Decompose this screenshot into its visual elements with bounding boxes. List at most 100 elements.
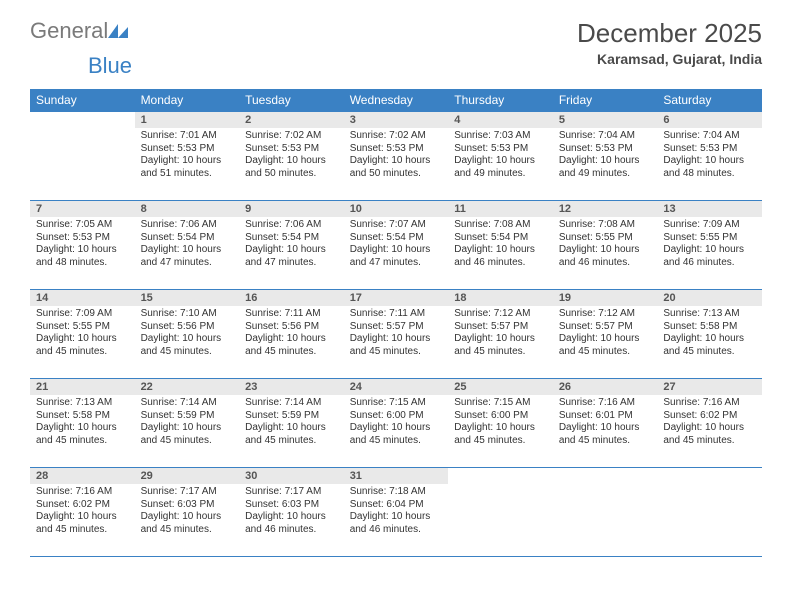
- day-line: Sunrise: 7:06 AM: [245, 219, 338, 232]
- day-number: 20: [657, 290, 762, 306]
- calendar-cell: 5Sunrise: 7:04 AMSunset: 5:53 PMDaylight…: [553, 112, 658, 201]
- day-text: Sunrise: 7:01 AMSunset: 5:53 PMDaylight:…: [135, 128, 240, 182]
- day-line: Daylight: 10 hours: [663, 155, 756, 168]
- day-line: Sunrise: 7:13 AM: [36, 397, 129, 410]
- day-line: and 47 minutes.: [245, 257, 338, 270]
- calendar-cell: 28Sunrise: 7:16 AMSunset: 6:02 PMDayligh…: [30, 468, 135, 557]
- day-line: Sunrise: 7:16 AM: [36, 486, 129, 499]
- day-number: 30: [239, 468, 344, 484]
- day-line: and 48 minutes.: [663, 168, 756, 181]
- day-line: and 46 minutes.: [454, 257, 547, 270]
- day-line: Sunset: 6:00 PM: [350, 410, 443, 423]
- day-line: Daylight: 10 hours: [454, 333, 547, 346]
- day-line: Sunset: 5:53 PM: [350, 143, 443, 156]
- day-text: Sunrise: 7:14 AMSunset: 5:59 PMDaylight:…: [135, 395, 240, 449]
- day-line: Daylight: 10 hours: [663, 422, 756, 435]
- day-line: and 45 minutes.: [245, 435, 338, 448]
- day-line: Sunset: 6:00 PM: [454, 410, 547, 423]
- day-line: and 45 minutes.: [454, 435, 547, 448]
- calendar-cell: 26Sunrise: 7:16 AMSunset: 6:01 PMDayligh…: [553, 379, 658, 468]
- calendar-cell: 8Sunrise: 7:06 AMSunset: 5:54 PMDaylight…: [135, 201, 240, 290]
- day-line: Sunset: 5:59 PM: [245, 410, 338, 423]
- day-line: Daylight: 10 hours: [454, 422, 547, 435]
- calendar-cell: 16Sunrise: 7:11 AMSunset: 5:56 PMDayligh…: [239, 290, 344, 379]
- day-line: Sunset: 5:53 PM: [36, 232, 129, 245]
- day-text: Sunrise: 7:16 AMSunset: 6:02 PMDaylight:…: [30, 484, 135, 538]
- day-line: Sunset: 6:01 PM: [559, 410, 652, 423]
- calendar-cell: 24Sunrise: 7:15 AMSunset: 6:00 PMDayligh…: [344, 379, 449, 468]
- day-line: Daylight: 10 hours: [454, 155, 547, 168]
- day-line: and 50 minutes.: [245, 168, 338, 181]
- day-line: and 50 minutes.: [350, 168, 443, 181]
- day-line: and 45 minutes.: [36, 435, 129, 448]
- day-number: 16: [239, 290, 344, 306]
- day-text: Sunrise: 7:17 AMSunset: 6:03 PMDaylight:…: [239, 484, 344, 538]
- day-line: Daylight: 10 hours: [559, 244, 652, 257]
- day-line: Sunset: 6:02 PM: [663, 410, 756, 423]
- dayhead-mon: Monday: [135, 89, 240, 112]
- dayhead-sat: Saturday: [657, 89, 762, 112]
- calendar-cell: [30, 112, 135, 201]
- day-line: Sunrise: 7:04 AM: [663, 130, 756, 143]
- day-line: Daylight: 10 hours: [36, 511, 129, 524]
- brand-word1: General: [30, 18, 108, 44]
- calendar-cell: 18Sunrise: 7:12 AMSunset: 5:57 PMDayligh…: [448, 290, 553, 379]
- day-line: Sunset: 6:03 PM: [245, 499, 338, 512]
- calendar-cell: 14Sunrise: 7:09 AMSunset: 5:55 PMDayligh…: [30, 290, 135, 379]
- day-text: [657, 484, 762, 488]
- day-line: and 45 minutes.: [36, 346, 129, 359]
- day-line: Sunrise: 7:14 AM: [141, 397, 234, 410]
- calendar-cell: 25Sunrise: 7:15 AMSunset: 6:00 PMDayligh…: [448, 379, 553, 468]
- calendar-cell: 4Sunrise: 7:03 AMSunset: 5:53 PMDaylight…: [448, 112, 553, 201]
- day-line: and 45 minutes.: [245, 346, 338, 359]
- day-line: Sunset: 5:59 PM: [141, 410, 234, 423]
- calendar-cell: [448, 468, 553, 557]
- day-line: Sunset: 6:03 PM: [141, 499, 234, 512]
- calendar-head: Sunday Monday Tuesday Wednesday Thursday…: [30, 89, 762, 112]
- calendar-cell: 11Sunrise: 7:08 AMSunset: 5:54 PMDayligh…: [448, 201, 553, 290]
- location-text: Karamsad, Gujarat, India: [577, 51, 762, 67]
- dayhead-thu: Thursday: [448, 89, 553, 112]
- day-number: 4: [448, 112, 553, 128]
- day-number: 21: [30, 379, 135, 395]
- day-line: Daylight: 10 hours: [350, 422, 443, 435]
- day-line: and 47 minutes.: [141, 257, 234, 270]
- day-text: [448, 484, 553, 488]
- day-line: Sunrise: 7:05 AM: [36, 219, 129, 232]
- title-block: December 2025 Karamsad, Gujarat, India: [577, 18, 762, 67]
- calendar-cell: 7Sunrise: 7:05 AMSunset: 5:53 PMDaylight…: [30, 201, 135, 290]
- day-line: Daylight: 10 hours: [141, 333, 234, 346]
- day-line: Daylight: 10 hours: [350, 333, 443, 346]
- dayhead-fri: Friday: [553, 89, 658, 112]
- day-line: Daylight: 10 hours: [350, 511, 443, 524]
- day-number: 31: [344, 468, 449, 484]
- day-text: Sunrise: 7:11 AMSunset: 5:56 PMDaylight:…: [239, 306, 344, 360]
- calendar-cell: 3Sunrise: 7:02 AMSunset: 5:53 PMDaylight…: [344, 112, 449, 201]
- dayhead-sun: Sunday: [30, 89, 135, 112]
- day-number: 12: [553, 201, 658, 217]
- day-line: Daylight: 10 hours: [245, 422, 338, 435]
- day-line: Sunset: 5:58 PM: [663, 321, 756, 334]
- day-line: Sunrise: 7:14 AM: [245, 397, 338, 410]
- day-text: Sunrise: 7:16 AMSunset: 6:01 PMDaylight:…: [553, 395, 658, 449]
- day-line: Sunset: 5:55 PM: [559, 232, 652, 245]
- calendar-cell: 6Sunrise: 7:04 AMSunset: 5:53 PMDaylight…: [657, 112, 762, 201]
- day-number: 29: [135, 468, 240, 484]
- day-number: 7: [30, 201, 135, 217]
- calendar-cell: 23Sunrise: 7:14 AMSunset: 5:59 PMDayligh…: [239, 379, 344, 468]
- day-line: Daylight: 10 hours: [141, 155, 234, 168]
- day-line: and 45 minutes.: [559, 435, 652, 448]
- day-line: and 49 minutes.: [559, 168, 652, 181]
- day-text: Sunrise: 7:09 AMSunset: 5:55 PMDaylight:…: [30, 306, 135, 360]
- day-number: 15: [135, 290, 240, 306]
- dayhead-wed: Wednesday: [344, 89, 449, 112]
- day-text: [553, 484, 658, 488]
- day-line: Sunrise: 7:10 AM: [141, 308, 234, 321]
- day-text: Sunrise: 7:15 AMSunset: 6:00 PMDaylight:…: [344, 395, 449, 449]
- day-text: Sunrise: 7:08 AMSunset: 5:55 PMDaylight:…: [553, 217, 658, 271]
- day-line: and 45 minutes.: [141, 524, 234, 537]
- day-line: Sunset: 5:56 PM: [141, 321, 234, 334]
- brand-logo: General: [30, 18, 130, 44]
- day-text: Sunrise: 7:04 AMSunset: 5:53 PMDaylight:…: [657, 128, 762, 182]
- day-text: Sunrise: 7:15 AMSunset: 6:00 PMDaylight:…: [448, 395, 553, 449]
